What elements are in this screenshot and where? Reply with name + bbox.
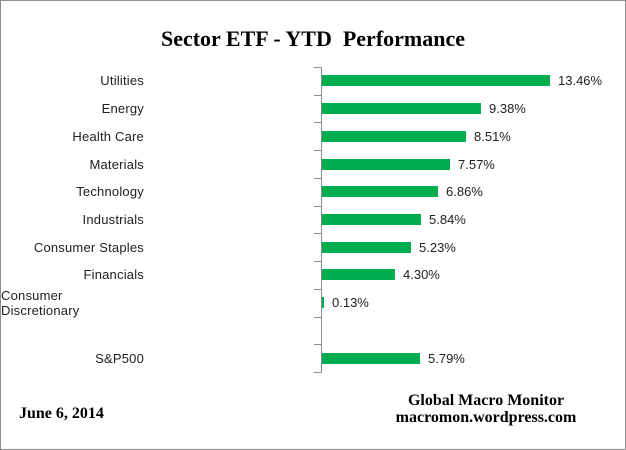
- chart-row: Technology 6.86%: [1, 178, 625, 206]
- chart-row: [1, 317, 625, 345]
- chart-row: Financials 4.30%: [1, 261, 625, 289]
- value-label: 13.46%: [558, 73, 603, 89]
- category-label: Consumer Discretionary: [1, 287, 80, 318]
- chart-row: Utilities 13.46%: [1, 67, 625, 95]
- axis-tick: [314, 233, 322, 234]
- category-label: Utilities: [100, 73, 144, 89]
- bar: [322, 130, 466, 142]
- category-label: Health Care: [72, 128, 144, 144]
- value-label: 6.86%: [446, 184, 483, 200]
- chart-row: Health Care 8.51%: [1, 122, 625, 150]
- footer-source: Global Macro Monitor macromon.wordpress.…: [360, 392, 612, 426]
- category-label: Energy: [101, 101, 144, 117]
- axis-tick: [314, 67, 322, 68]
- source-url: macromon.wordpress.com: [395, 409, 577, 426]
- axis-tick: [314, 289, 322, 290]
- value-label: 5.84%: [429, 211, 466, 227]
- axis-tick: [314, 317, 322, 318]
- axis-tick: [314, 150, 322, 151]
- category-label: Technology: [76, 184, 144, 200]
- chart-title: Sector ETF - YTD Performance: [160, 26, 466, 51]
- value-label: 7.57%: [458, 156, 495, 172]
- category-label: Industrials: [82, 211, 144, 227]
- chart-row: Materials 7.57%: [1, 150, 625, 178]
- category-label: Consumer Staples: [33, 239, 144, 255]
- bar: [322, 352, 420, 364]
- bar: [322, 103, 481, 115]
- axis-tick: [314, 344, 322, 345]
- category-label: Materials: [89, 156, 144, 172]
- value-label: 5.23%: [419, 239, 456, 255]
- source-name: Global Macro Monitor: [407, 392, 565, 409]
- value-label: 5.79%: [428, 350, 465, 366]
- axis-tick: [314, 372, 322, 373]
- category-label: Financials: [83, 267, 144, 283]
- chart-row: Consumer Staples 5.23%: [1, 233, 625, 261]
- bar: [322, 213, 421, 225]
- bar: [322, 75, 550, 87]
- bar: [322, 158, 450, 170]
- chart-row: Energy 9.38%: [1, 95, 625, 123]
- chart-row: Consumer Discretionary 0.13%: [1, 287, 625, 318]
- footer-date: June 6, 2014: [19, 405, 104, 422]
- axis-tick: [314, 261, 322, 262]
- bar: [322, 297, 324, 309]
- bar: [322, 269, 395, 281]
- category-label: S&P500: [95, 350, 144, 366]
- bar: [322, 241, 411, 253]
- plot-area: Utilities 13.46% Energy 9.38% Health Care 8.5…: [1, 67, 625, 373]
- chart-row: Industrials 5.84%: [1, 206, 625, 234]
- axis-tick: [314, 178, 322, 179]
- category-axis-line: [321, 67, 322, 372]
- category-label: [1, 317, 144, 345]
- axis-tick: [314, 122, 322, 123]
- value-label: 8.51%: [474, 128, 511, 144]
- value-label: 0.13%: [332, 295, 369, 311]
- value-label: 9.38%: [489, 101, 526, 117]
- axis-tick: [314, 95, 322, 96]
- chart-row: S&P500 5.79%: [1, 344, 625, 372]
- value-label: 4.30%: [403, 267, 440, 283]
- bar: [322, 186, 438, 198]
- axis-tick: [314, 206, 322, 207]
